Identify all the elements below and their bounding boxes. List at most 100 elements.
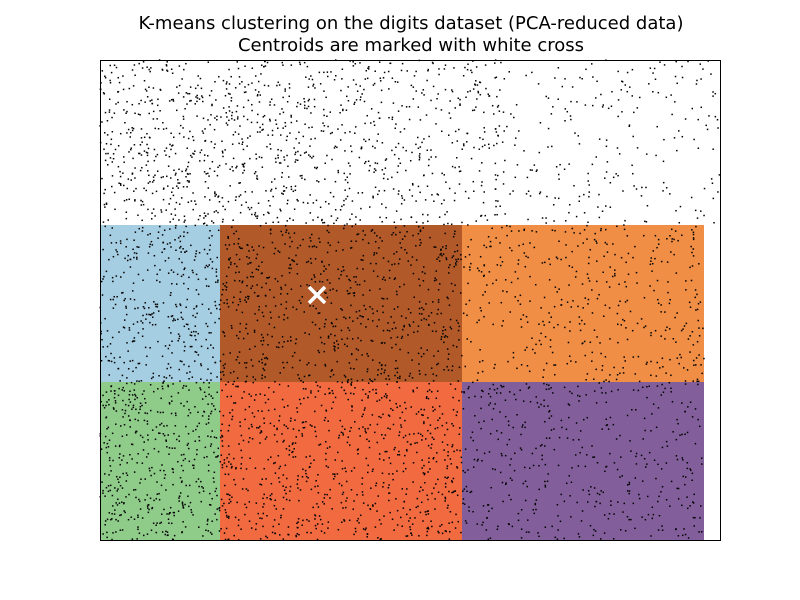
data-point xyxy=(260,340,262,342)
data-point xyxy=(227,235,229,238)
data-point xyxy=(123,319,126,321)
data-point xyxy=(464,256,467,258)
data-point xyxy=(524,426,526,429)
data-point xyxy=(269,228,272,231)
data-point xyxy=(583,418,585,421)
data-point xyxy=(628,518,630,521)
data-point xyxy=(277,454,280,457)
data-point xyxy=(379,77,382,80)
data-point xyxy=(113,408,115,410)
data-point xyxy=(378,415,380,418)
data-point xyxy=(450,327,453,330)
data-point xyxy=(282,474,285,476)
data-point xyxy=(105,203,108,205)
data-point xyxy=(453,490,456,493)
data-point xyxy=(584,297,587,299)
data-point xyxy=(657,529,660,531)
data-point xyxy=(117,481,120,484)
data-point xyxy=(364,407,366,409)
data-point xyxy=(197,293,200,296)
data-point xyxy=(162,411,164,414)
data-point xyxy=(328,429,330,432)
data-point xyxy=(280,134,282,136)
data-point xyxy=(570,100,572,103)
data-point xyxy=(388,269,391,272)
data-point xyxy=(270,456,272,458)
data-point xyxy=(344,132,346,134)
data-point xyxy=(346,176,349,178)
data-point xyxy=(410,84,413,87)
data-point xyxy=(630,450,632,452)
data-point xyxy=(139,405,142,408)
data-point xyxy=(506,291,508,293)
chart-subtitle: Centroids are marked with white cross xyxy=(237,35,585,56)
data-point xyxy=(480,427,482,430)
data-point xyxy=(691,416,694,418)
data-point xyxy=(305,475,308,478)
data-point xyxy=(453,67,455,69)
data-point xyxy=(444,434,446,436)
data-point xyxy=(517,259,520,261)
data-point xyxy=(360,259,363,261)
data-point xyxy=(595,156,598,158)
data-point xyxy=(649,67,652,69)
data-point xyxy=(617,70,619,73)
data-point xyxy=(250,395,252,397)
data-point xyxy=(550,429,553,431)
data-point xyxy=(661,357,664,360)
data-point xyxy=(598,382,601,384)
data-point xyxy=(205,285,208,287)
data-point xyxy=(224,149,226,151)
data-point xyxy=(337,241,340,244)
data-point xyxy=(700,457,703,459)
data-point xyxy=(418,312,421,315)
data-point xyxy=(244,65,246,67)
data-point xyxy=(182,387,184,389)
data-point xyxy=(125,199,128,201)
data-point xyxy=(612,537,615,540)
data-point xyxy=(380,538,382,540)
data-point xyxy=(667,291,669,294)
data-point xyxy=(261,272,263,274)
data-point xyxy=(153,159,156,162)
data-point xyxy=(347,86,349,88)
data-point xyxy=(297,521,299,523)
data-point xyxy=(167,385,169,388)
data-point xyxy=(655,477,657,480)
data-point xyxy=(378,458,381,460)
data-point xyxy=(334,396,337,399)
data-point xyxy=(372,468,374,471)
data-point xyxy=(140,154,143,156)
data-point xyxy=(476,460,479,462)
data-point xyxy=(374,378,376,381)
data-point xyxy=(216,376,218,378)
data-point xyxy=(509,247,511,249)
data-point xyxy=(104,188,106,191)
data-point xyxy=(365,326,367,328)
data-point xyxy=(112,280,114,283)
data-point xyxy=(366,352,368,355)
data-point xyxy=(228,106,230,108)
data-point xyxy=(670,94,672,96)
data-point xyxy=(547,146,549,148)
data-point xyxy=(404,434,407,437)
data-point xyxy=(378,453,381,455)
data-point xyxy=(288,271,291,274)
data-point xyxy=(330,370,333,372)
data-point xyxy=(556,257,559,260)
data-point xyxy=(553,326,555,329)
data-point xyxy=(664,329,667,332)
data-point xyxy=(243,169,246,172)
data-point xyxy=(686,496,688,498)
data-point xyxy=(251,213,253,216)
data-point xyxy=(315,435,317,438)
data-point xyxy=(343,374,346,377)
data-point xyxy=(435,397,438,399)
data-point xyxy=(207,265,209,268)
data-point xyxy=(285,486,287,489)
data-point xyxy=(145,456,148,458)
data-point xyxy=(123,299,125,302)
data-point xyxy=(480,407,482,410)
data-point xyxy=(234,402,237,404)
data-point xyxy=(183,235,185,238)
